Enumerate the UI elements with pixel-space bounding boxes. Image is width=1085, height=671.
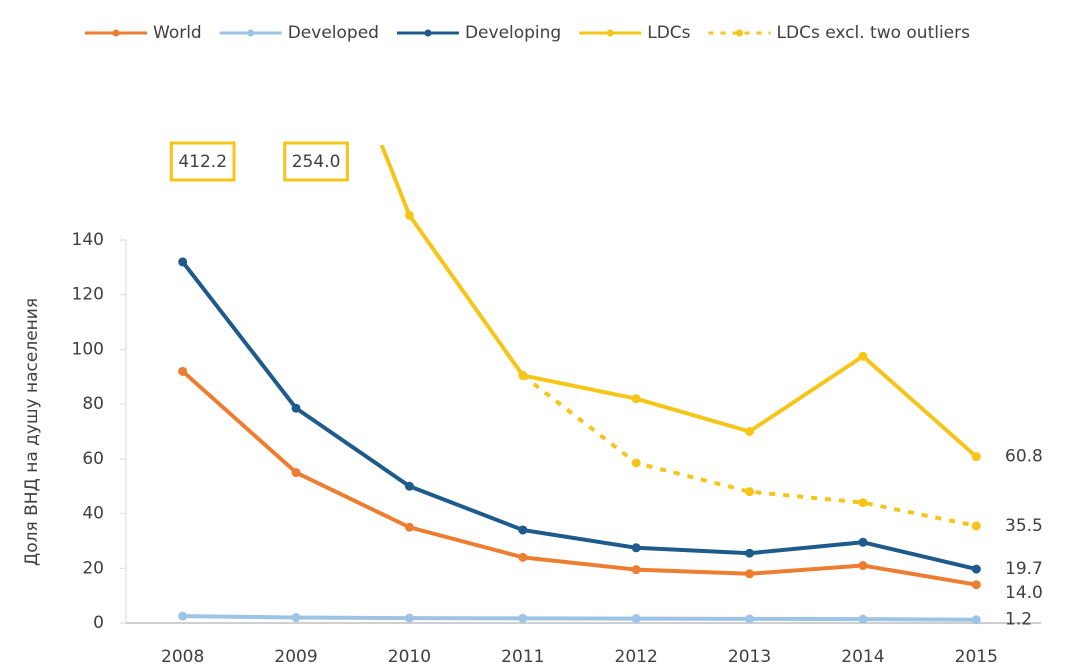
data-point [858, 351, 868, 361]
value-label: 60.8 [1005, 447, 1043, 467]
y-tick-label: 140 [72, 230, 104, 250]
value-label: 412.2 [178, 152, 227, 172]
data-point [291, 613, 301, 623]
legend-marker [736, 29, 744, 37]
y-tick-label: 60 [82, 449, 104, 469]
y-tick-label: 20 [82, 558, 104, 578]
data-point [631, 394, 641, 404]
y-axis-label: Доля ВНД на душу населения [22, 298, 42, 566]
legend-marker [424, 29, 432, 37]
y-tick-label: 120 [72, 285, 104, 305]
data-point [745, 548, 755, 558]
data-point [518, 613, 528, 623]
data-point [178, 611, 188, 621]
data-point [631, 458, 641, 468]
x-tick-label: 2009 [274, 647, 317, 667]
x-tick-label: 2012 [615, 647, 658, 667]
value-label: 35.5 [1005, 516, 1043, 536]
data-point [404, 481, 414, 491]
value-label: 1.2 [1005, 610, 1032, 630]
data-point [745, 487, 755, 497]
data-point [971, 564, 981, 574]
data-point [631, 565, 641, 575]
series-line [181, 260, 977, 572]
data-point [178, 366, 188, 376]
data-point [404, 522, 414, 532]
legend-label: LDCs excl. two outliers [777, 23, 971, 43]
value-label: 254.0 [292, 152, 341, 172]
x-tick-label: 2013 [728, 647, 771, 667]
y-tick-label: 80 [82, 394, 104, 414]
legend-label: Developed [288, 23, 379, 43]
data-point [858, 561, 868, 571]
x-tick-label: 2011 [501, 647, 544, 667]
legend-marker [606, 29, 614, 37]
legend-label: Developing [465, 23, 561, 43]
value-label-box [283, 141, 349, 182]
data-point [971, 615, 981, 625]
legend-label: LDCs [647, 23, 690, 43]
value-label: 14.0 [1005, 583, 1043, 603]
x-tick-label: 2010 [388, 647, 431, 667]
data-point [745, 427, 755, 436]
y-tick-label: 40 [82, 504, 104, 524]
series-line [182, 614, 977, 622]
data-point [631, 614, 641, 624]
data-point [971, 580, 981, 590]
data-point [971, 452, 981, 462]
data-point [291, 468, 301, 478]
y-tick-label: 0 [93, 613, 104, 633]
data-point [518, 525, 528, 535]
data-point [404, 210, 414, 220]
plot [178, 145, 981, 625]
data-point [178, 257, 188, 267]
legend-marker [112, 29, 120, 37]
data-point [518, 552, 528, 562]
value-label: 19.7 [1005, 559, 1043, 579]
data-point [971, 521, 981, 531]
data-point [631, 543, 641, 553]
legend-marker [247, 29, 255, 37]
data-point [858, 498, 868, 508]
legend-label: World [153, 23, 202, 43]
series-line [379, 145, 978, 459]
x-tick-label: 2014 [841, 647, 884, 667]
data-point [291, 403, 301, 413]
data-point [518, 370, 528, 380]
data-point [404, 613, 414, 623]
value-label-box [169, 141, 236, 182]
y-tick-label: 100 [72, 339, 104, 359]
data-point [745, 614, 755, 624]
data-point [858, 537, 868, 547]
x-tick-label: 2008 [161, 647, 204, 667]
data-point [745, 569, 755, 579]
data-point [858, 614, 868, 624]
x-tick-label: 2015 [955, 647, 998, 667]
series-line [181, 369, 977, 587]
